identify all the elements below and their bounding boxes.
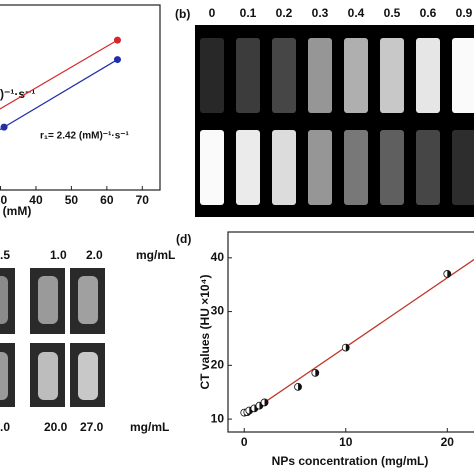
- tube-image: [452, 38, 474, 113]
- concentration-label: 0.2: [276, 6, 293, 20]
- tube-image: [416, 130, 440, 205]
- fit-line: [0, 39, 118, 110]
- tube-image: [272, 38, 296, 113]
- concentration-label: 0.5: [384, 6, 401, 20]
- tube-image: [344, 38, 368, 113]
- data-point: [113, 56, 121, 64]
- panel-label: (d): [176, 232, 191, 246]
- concentration-label: mg/mL: [130, 420, 169, 434]
- data-point: [311, 368, 320, 377]
- concentration-label: mg/mL: [136, 248, 175, 262]
- tube-image: [416, 38, 440, 113]
- x-tick-label: 20: [441, 435, 455, 449]
- concentration-label: 27.0: [80, 420, 104, 434]
- tube-image: [0, 276, 8, 324]
- panel-label: (b): [175, 7, 190, 21]
- y-tick-label: 30: [211, 304, 225, 318]
- tube-image: [78, 352, 98, 400]
- concentration-label: 1.0: [50, 248, 67, 262]
- fit-line: [243, 258, 474, 417]
- tube-image: [38, 352, 58, 400]
- y-tick-label: 10: [211, 411, 225, 425]
- concentration-label: 0.6: [420, 6, 437, 20]
- data-point: [294, 382, 302, 391]
- data-point: [443, 270, 452, 278]
- tube-image: [272, 130, 296, 205]
- concentration-label: .5: [0, 248, 10, 262]
- data-point: [341, 343, 350, 352]
- x-tick-label: 10: [339, 435, 353, 449]
- tube-image: [236, 130, 260, 205]
- y-axis-label: CT values (HU ×10⁴): [198, 275, 212, 390]
- concentration-label: 20.0: [44, 420, 68, 434]
- y-tick-label: 40: [211, 250, 225, 264]
- concentration-label: 2.0: [86, 248, 103, 262]
- x-tick-label: 0: [241, 435, 248, 449]
- x-tick-label: 70: [136, 193, 150, 207]
- plot-frame: [0, 4, 161, 191]
- x-axis-label: NPs concentration (mg/mL): [272, 454, 429, 468]
- concentration-label: 0: [209, 6, 216, 20]
- tube-image: [380, 130, 404, 205]
- x-tick-label: 30: [0, 193, 8, 207]
- data-point: [260, 398, 269, 407]
- tube-image: [200, 130, 224, 205]
- x-tick-label: 60: [100, 193, 114, 207]
- y-tick-label: 20: [211, 358, 225, 372]
- tube-image: [308, 130, 332, 205]
- tube-image: [344, 130, 368, 205]
- tube-image: [38, 276, 58, 324]
- concentration-label: 0.3: [312, 6, 329, 20]
- concentration-label: .0: [0, 420, 10, 434]
- annotation: M)⁻¹·s⁻¹: [0, 87, 35, 101]
- data-point: [113, 36, 121, 44]
- fit-line: [0, 59, 118, 131]
- tube-image: [452, 130, 474, 205]
- tube-image: [236, 38, 260, 113]
- concentration-label: 0.1: [240, 6, 257, 20]
- annotation: r₁= 2.42 (mM)⁻¹·s⁻¹: [40, 131, 130, 142]
- x-axis-label: ncentration (mM): [0, 204, 31, 218]
- tube-image: [0, 352, 8, 400]
- tube-image: [380, 38, 404, 113]
- concentration-label: 0.4: [348, 6, 365, 20]
- plot-frame: [227, 231, 474, 433]
- tube-image: [308, 38, 332, 113]
- data-point: [0, 123, 8, 131]
- x-tick-label: 40: [29, 193, 43, 207]
- tube-image: [200, 38, 224, 113]
- tube-image: [78, 276, 98, 324]
- x-tick-label: 50: [65, 193, 79, 207]
- concentration-label: 0.9: [456, 6, 473, 20]
